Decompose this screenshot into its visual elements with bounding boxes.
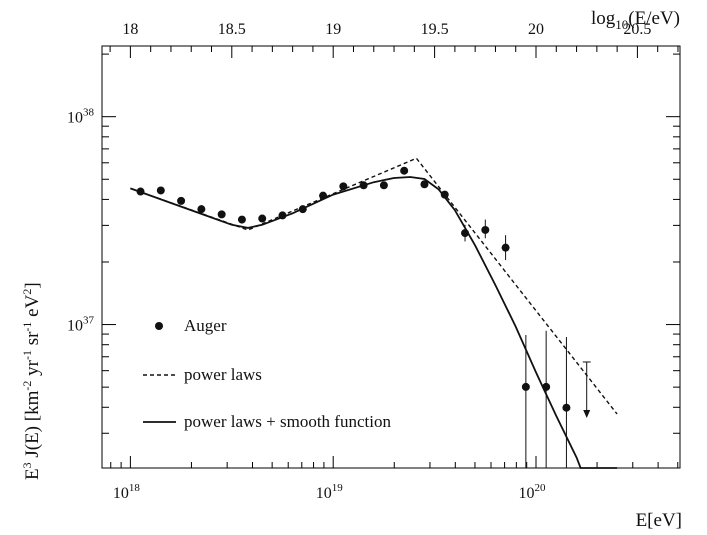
top-x-tick-label: 18 [122, 21, 138, 38]
y-axis-title-part: eV [22, 294, 43, 321]
y-axis-title-part: yr [22, 359, 43, 380]
x-tick-base: 10 [113, 485, 129, 502]
x-tick-exponent: 20 [535, 482, 547, 494]
y-axis-title-part: ] [22, 282, 43, 288]
data-point [379, 181, 388, 190]
top-x-axis-title-subscript: 10 [615, 17, 628, 32]
data-point [501, 243, 510, 252]
data-point [156, 186, 165, 195]
series-layer [130, 157, 618, 469]
data-point [339, 182, 348, 191]
y-tick-exponent: 37 [83, 315, 95, 327]
x-tick-exponent: 19 [332, 482, 344, 494]
x-tick-label: 1020 [519, 482, 547, 502]
y-axis-title-sup: -2 [20, 381, 34, 391]
data-point [237, 215, 246, 224]
top-x-tick-label: 19.5 [421, 21, 449, 38]
x-tick-label: 1019 [316, 482, 344, 502]
x-tick-exponent: 18 [129, 482, 141, 494]
series-line-smooth-function [130, 176, 618, 469]
y-axis-title-part: E [22, 468, 43, 480]
y-tick-label: 1037 [67, 315, 95, 335]
legend: Auger power laws power laws + smooth funct… [143, 316, 391, 431]
y-axis-title-sup: -1 [20, 322, 34, 332]
y-tick-label: 1038 [67, 107, 95, 127]
legend-label: power laws [184, 365, 262, 384]
y-axis-title-sup: 2 [20, 289, 34, 295]
y-tick-base: 10 [67, 110, 83, 127]
upper-limit-arrow [583, 409, 591, 418]
series-line-power-laws [130, 157, 618, 415]
legend-marker-dot [155, 322, 163, 330]
x-axis-title: E[eV] [636, 510, 682, 531]
data-point [258, 214, 267, 223]
top-x-axis-title: log10(E/eV) [591, 8, 680, 32]
y-axis-title: E3 J(E) [km-2 yr-1 sr-1 eV2] [20, 282, 43, 480]
top-x-axis-title-tail: (E/eV) [628, 8, 680, 29]
data-point [400, 166, 409, 175]
top-x-axis-title-main: log [591, 8, 616, 29]
x-tick-base: 10 [519, 485, 535, 502]
top-x-axis: 18 18.5 19 19.5 20 20.5 [109, 21, 679, 58]
y-tick-base: 10 [67, 318, 83, 335]
top-x-tick-label: 20.5 [623, 21, 651, 38]
top-x-tick-label: 19 [325, 21, 341, 38]
data-point [177, 196, 186, 205]
data-point [562, 403, 571, 412]
y-axis-title-sup: -1 [20, 350, 34, 360]
y-axis-title-sup: 3 [20, 462, 34, 468]
legend-label: Auger [184, 316, 227, 335]
data-point [217, 210, 226, 219]
plot-border [101, 45, 681, 469]
data-point [521, 382, 530, 391]
plot-frame [101, 45, 681, 469]
y-tick-exponent: 38 [83, 107, 95, 119]
y-axis-title-part: J(E) [km [22, 390, 43, 462]
data-point [197, 205, 206, 214]
y-axis-title-part: sr [22, 331, 43, 350]
data-point [481, 225, 490, 234]
data-point [420, 180, 429, 189]
x-tick-label: 1018 [113, 482, 140, 502]
top-x-tick-label: 18.5 [218, 21, 246, 38]
top-x-tick-label: 20 [528, 21, 544, 38]
legend-label: power laws + smooth function [184, 412, 391, 431]
x-tick-base: 10 [316, 485, 332, 502]
x-axis: 1018 1019 1020 [110, 456, 679, 502]
